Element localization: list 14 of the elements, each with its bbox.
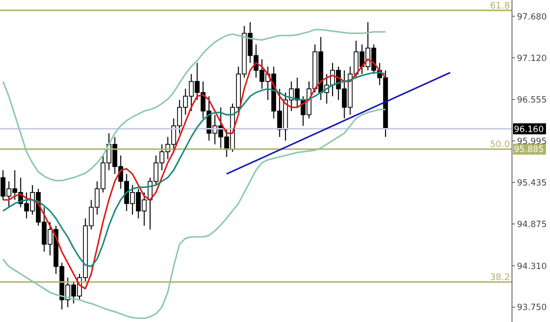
y-tick-label: 97.120 xyxy=(517,54,547,64)
line-series xyxy=(2,28,386,182)
ref-line-label: 95.885 xyxy=(514,145,544,156)
y-tick-label: 94.310 xyxy=(517,262,547,272)
y-tick-label: 94.875 xyxy=(517,220,547,230)
y-tick-label: 96.555 xyxy=(517,96,547,106)
y-tick-label: 93.750 xyxy=(517,303,547,314)
annotation: 38.2 xyxy=(490,273,510,284)
ref-line-label: 96.160 xyxy=(514,124,544,135)
annotation: 50.0 xyxy=(490,140,510,150)
y-tick-label: 97.680 xyxy=(517,12,547,22)
y-tick-label: 95.435 xyxy=(517,178,547,188)
annotation: 61.8 xyxy=(490,1,510,12)
line-series xyxy=(2,108,386,320)
